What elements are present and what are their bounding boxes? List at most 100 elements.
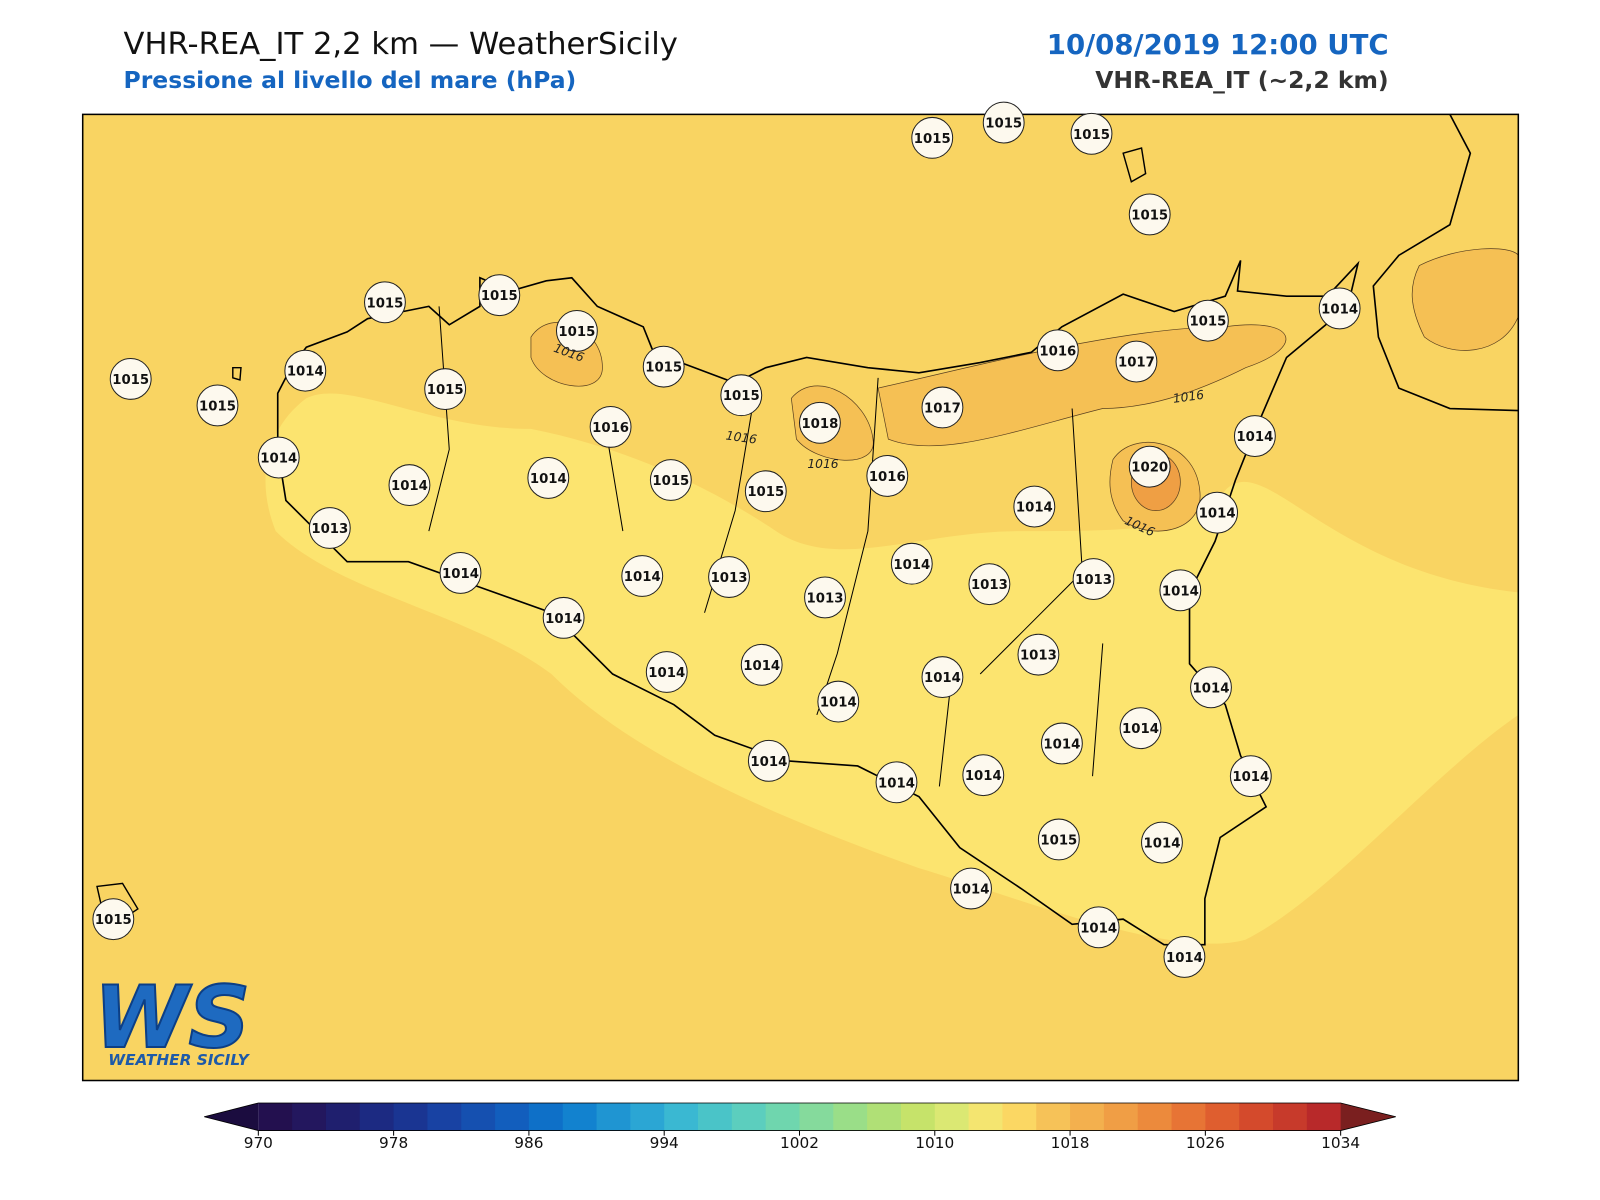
station-marker: [1017, 633, 1060, 676]
station-value: 1013: [311, 522, 348, 537]
station-marker: [747, 739, 790, 782]
station-marker: [982, 101, 1025, 144]
station-marker: [1040, 722, 1083, 765]
colorbar-box: [698, 1102, 733, 1131]
station-value: 1015: [558, 325, 595, 340]
station-marker: [388, 464, 431, 507]
station-marker: [1013, 485, 1056, 528]
station-value: 1013: [1075, 573, 1112, 588]
colorbar-box: [393, 1102, 428, 1131]
station-value: 1013: [971, 578, 1008, 593]
station-value: 1015: [747, 485, 784, 500]
station-value: 1014: [1016, 501, 1053, 516]
title: VHR-REA_IT 2,2 km — WeatherSicily: [124, 27, 678, 62]
station-marker: [109, 357, 152, 400]
colorbar-box: [461, 1102, 496, 1131]
station-value: 1014: [878, 776, 915, 791]
station-marker: [1233, 415, 1276, 458]
station-marker: [968, 563, 1011, 606]
station-value: 1017: [1118, 356, 1155, 371]
colorbar-box: [934, 1102, 970, 1131]
calabria-coast: [1372, 114, 1519, 412]
station-marker: [257, 436, 300, 479]
colorbar-box: [596, 1102, 631, 1131]
station-value: 1015: [427, 383, 464, 398]
station-value: 1014: [1122, 722, 1159, 737]
station-value: 1016: [869, 470, 906, 485]
station-value: 1015: [481, 289, 518, 304]
colorbar-tick-label: 1034: [1321, 1134, 1360, 1152]
station-value: 1013: [807, 591, 844, 606]
station-value: 1014: [1043, 738, 1080, 753]
station-value: 1015: [1040, 834, 1077, 849]
station-marker: [642, 345, 685, 388]
station-marker: [921, 656, 964, 699]
station-value: 1015: [366, 296, 403, 311]
colorbar-box: [1036, 1102, 1071, 1131]
colorbar-box: [664, 1102, 699, 1131]
colorbar-tick-label: 986: [514, 1134, 543, 1152]
station-marker: [439, 551, 482, 594]
colorbar-tick-label: 1002: [780, 1134, 819, 1152]
low-pressure-zone: [265, 393, 1519, 944]
station-value: 1014: [1144, 837, 1181, 852]
station-marker: [1077, 906, 1120, 949]
station-value: 1015: [1073, 128, 1110, 143]
station-marker: [950, 867, 992, 910]
station-value: 1015: [112, 373, 149, 388]
station-value: 1014: [1232, 770, 1269, 785]
station-marker: [1141, 821, 1183, 864]
station-marker: [1115, 340, 1158, 383]
station-value: 1013: [1020, 649, 1057, 664]
colorbar-box: [833, 1102, 868, 1131]
station-marker: [817, 680, 860, 723]
station-value: 1014: [924, 671, 961, 686]
station-value: 1014: [750, 755, 787, 770]
station-marker: [875, 761, 918, 804]
station-value: 1014: [1236, 430, 1273, 445]
station-value: 1015: [652, 474, 689, 489]
station-value: 1015: [985, 117, 1022, 132]
station-value: 1014: [260, 452, 297, 467]
logo-text: WEATHER SICILY: [108, 1051, 250, 1069]
station-value: 1017: [924, 402, 961, 417]
station-marker: [911, 116, 954, 159]
colorbar-box: [1070, 1102, 1105, 1131]
colorbar-box: [900, 1102, 936, 1131]
station-value: 1018: [801, 417, 838, 432]
map-frame: [81, 113, 1520, 1082]
colorbar: 970 978 986 994 1002 1010 1018 1026 1034: [204, 1102, 1396, 1152]
station-marker: [921, 386, 964, 429]
colorbar-box: [292, 1102, 327, 1131]
station-value: 1014: [530, 472, 567, 487]
colorbar-box: [765, 1102, 800, 1131]
station-value: 1015: [723, 389, 760, 404]
high-zone: [1411, 248, 1519, 351]
station-marker: [308, 507, 351, 549]
colorbar-box: [1137, 1102, 1173, 1131]
station-marker: [962, 754, 1005, 797]
colorbar-box: [1002, 1102, 1037, 1131]
colorbar-tick-label: 1010: [915, 1134, 954, 1152]
station-value: 1014: [391, 479, 428, 494]
contour-label: 1016: [1172, 388, 1205, 406]
station-marker: [645, 651, 688, 693]
station-marker: [1072, 558, 1115, 600]
station-value: 1014: [1321, 302, 1358, 317]
station-marker: [649, 459, 692, 501]
station-marker: [804, 576, 846, 619]
station-value: 1014: [1193, 681, 1230, 696]
colorbar-over: [1340, 1102, 1396, 1131]
station-marker: [890, 542, 933, 585]
station-value: 1020: [1131, 461, 1168, 476]
colorbar-box: [1171, 1102, 1206, 1131]
station-marker: [424, 368, 467, 411]
station-value: 1015: [1189, 315, 1226, 330]
colorbar-tick-label: 1018: [1051, 1134, 1090, 1152]
station-marker: [1036, 329, 1079, 372]
contour-label: 1016: [725, 429, 758, 447]
station-marker: [1070, 112, 1113, 155]
colorbar-box: [799, 1102, 834, 1131]
station-marker: [744, 470, 787, 513]
station-marker: [196, 384, 239, 427]
